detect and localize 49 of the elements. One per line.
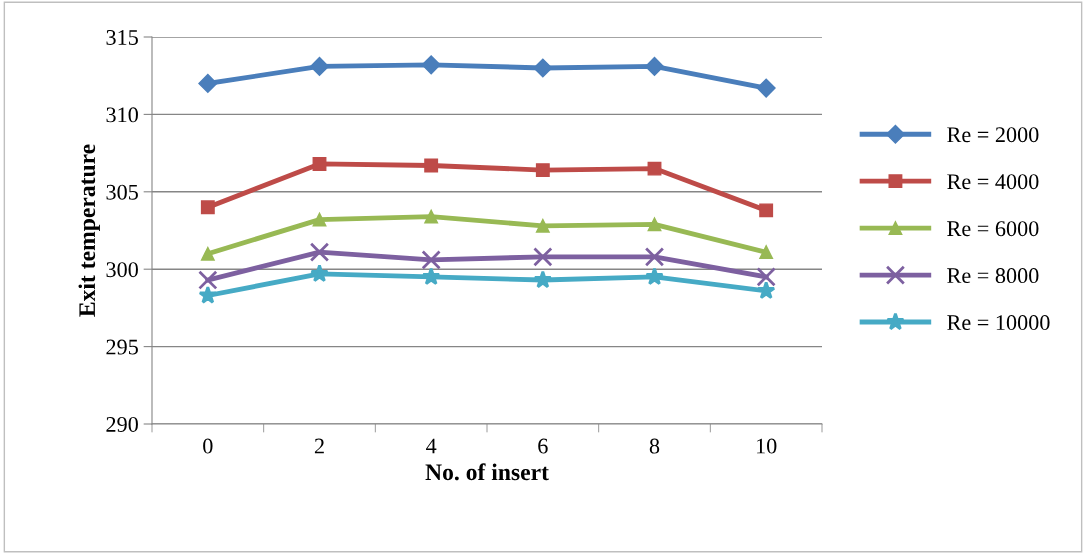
legend-label: Re = 6000 (947, 221, 1039, 237)
point (198, 270, 218, 290)
y-tick-label: 300 (106, 262, 138, 278)
point (756, 267, 776, 287)
point (312, 212, 327, 227)
point (200, 246, 215, 261)
point (647, 217, 662, 232)
point (756, 281, 776, 299)
x-axis-title: No. of insert (425, 463, 549, 481)
point (644, 56, 665, 76)
point (533, 270, 553, 289)
point (200, 200, 215, 215)
point (535, 218, 550, 233)
point (312, 156, 327, 171)
point (644, 247, 665, 267)
point (535, 163, 550, 178)
legend-label: Re = 2000 (947, 127, 1039, 143)
x-tick-label: 6 (538, 438, 548, 454)
y-tick-label: 305 (106, 184, 138, 200)
point (309, 242, 330, 262)
point (533, 58, 553, 78)
x-tick-label: 0 (203, 438, 213, 454)
y-tick-label: 295 (106, 339, 138, 355)
point (421, 267, 441, 286)
y-axis-title: Exit temperature (78, 144, 100, 317)
point (421, 250, 441, 270)
point (309, 56, 330, 76)
x-tick-label: 4 (426, 438, 437, 454)
x-tick-label: 8 (649, 438, 660, 454)
point (421, 55, 441, 75)
point (198, 73, 218, 93)
point (198, 285, 218, 304)
point (756, 78, 776, 98)
point (424, 158, 439, 173)
point (310, 264, 329, 282)
x-tick-label: 10 (757, 438, 777, 454)
legend-label: Re = 10000 (947, 315, 1050, 331)
point (424, 209, 439, 224)
y-tick-label: 290 (106, 416, 138, 432)
y-tick-label: 315 (106, 29, 138, 45)
legend-label: Re = 8000 (947, 268, 1039, 284)
point (759, 245, 774, 260)
point (645, 267, 664, 286)
point (533, 247, 553, 267)
y-tick-label: 310 (106, 107, 138, 123)
point (647, 161, 662, 176)
legend-label: Re = 4000 (947, 174, 1039, 190)
x-tick-label: 2 (314, 438, 324, 454)
point (759, 203, 774, 218)
